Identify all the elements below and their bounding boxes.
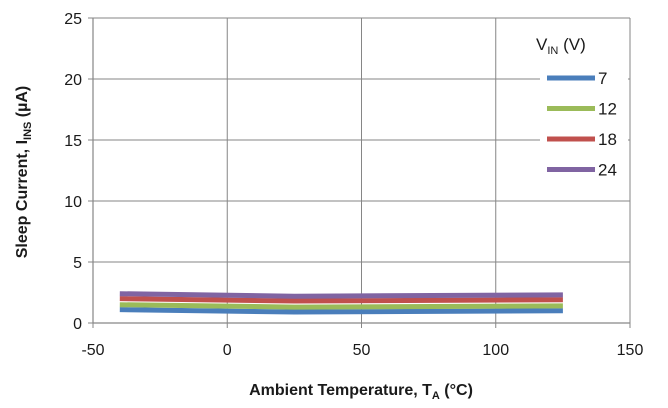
series-line-12 <box>119 302 563 310</box>
y-axis-title-sub: INS <box>22 122 34 140</box>
y-axis-title: Sleep Current, IINS (µA) <box>14 86 34 258</box>
y-tick-label: 25 <box>64 11 82 28</box>
x-tick-label: 150 <box>617 342 644 359</box>
legend-title: VIN (V) <box>536 35 586 57</box>
series-line-7 <box>119 307 563 315</box>
legend-label-18: 18 <box>598 130 617 149</box>
series-lines <box>119 291 563 315</box>
legend-title-main: V <box>536 35 548 54</box>
series-line-18 <box>119 296 563 304</box>
y-tick-label: 0 <box>73 316 82 333</box>
y-tick-label: 10 <box>64 194 82 211</box>
y-axis-title-unit: (µA) <box>14 86 31 122</box>
x-axis-title-unit: (°C) <box>440 382 473 399</box>
x-tick-label: 100 <box>482 342 509 359</box>
legend-title-sub: IN <box>547 45 558 57</box>
legend-title-unit: (V) <box>558 35 585 54</box>
legend-label-7: 7 <box>598 69 607 88</box>
y-tick-label: 5 <box>73 255 82 272</box>
y-tick-label: 20 <box>64 72 82 89</box>
y-tick-label: 15 <box>64 133 82 150</box>
axes <box>88 17 631 328</box>
y-axis-title-main: Sleep Current, I <box>14 140 31 258</box>
legend: 7 12 18 24 <box>540 66 628 188</box>
legend-label-24: 24 <box>598 161 617 180</box>
x-axis-title-sub: A <box>432 390 440 402</box>
tick-labels: 0 5 10 15 20 25 -50 0 50 100 150 <box>64 11 643 359</box>
legend-label-12: 12 <box>598 100 617 119</box>
x-tick-label: 50 <box>353 342 371 359</box>
series-line-24 <box>119 291 563 299</box>
gridlines <box>92 17 631 324</box>
x-tick-label: 0 <box>223 342 232 359</box>
x-axis-title-main: Ambient Temperature, T <box>249 382 432 399</box>
x-tick-label: -50 <box>81 342 104 359</box>
x-axis-title: Ambient Temperature, TA (°C) <box>249 382 473 402</box>
